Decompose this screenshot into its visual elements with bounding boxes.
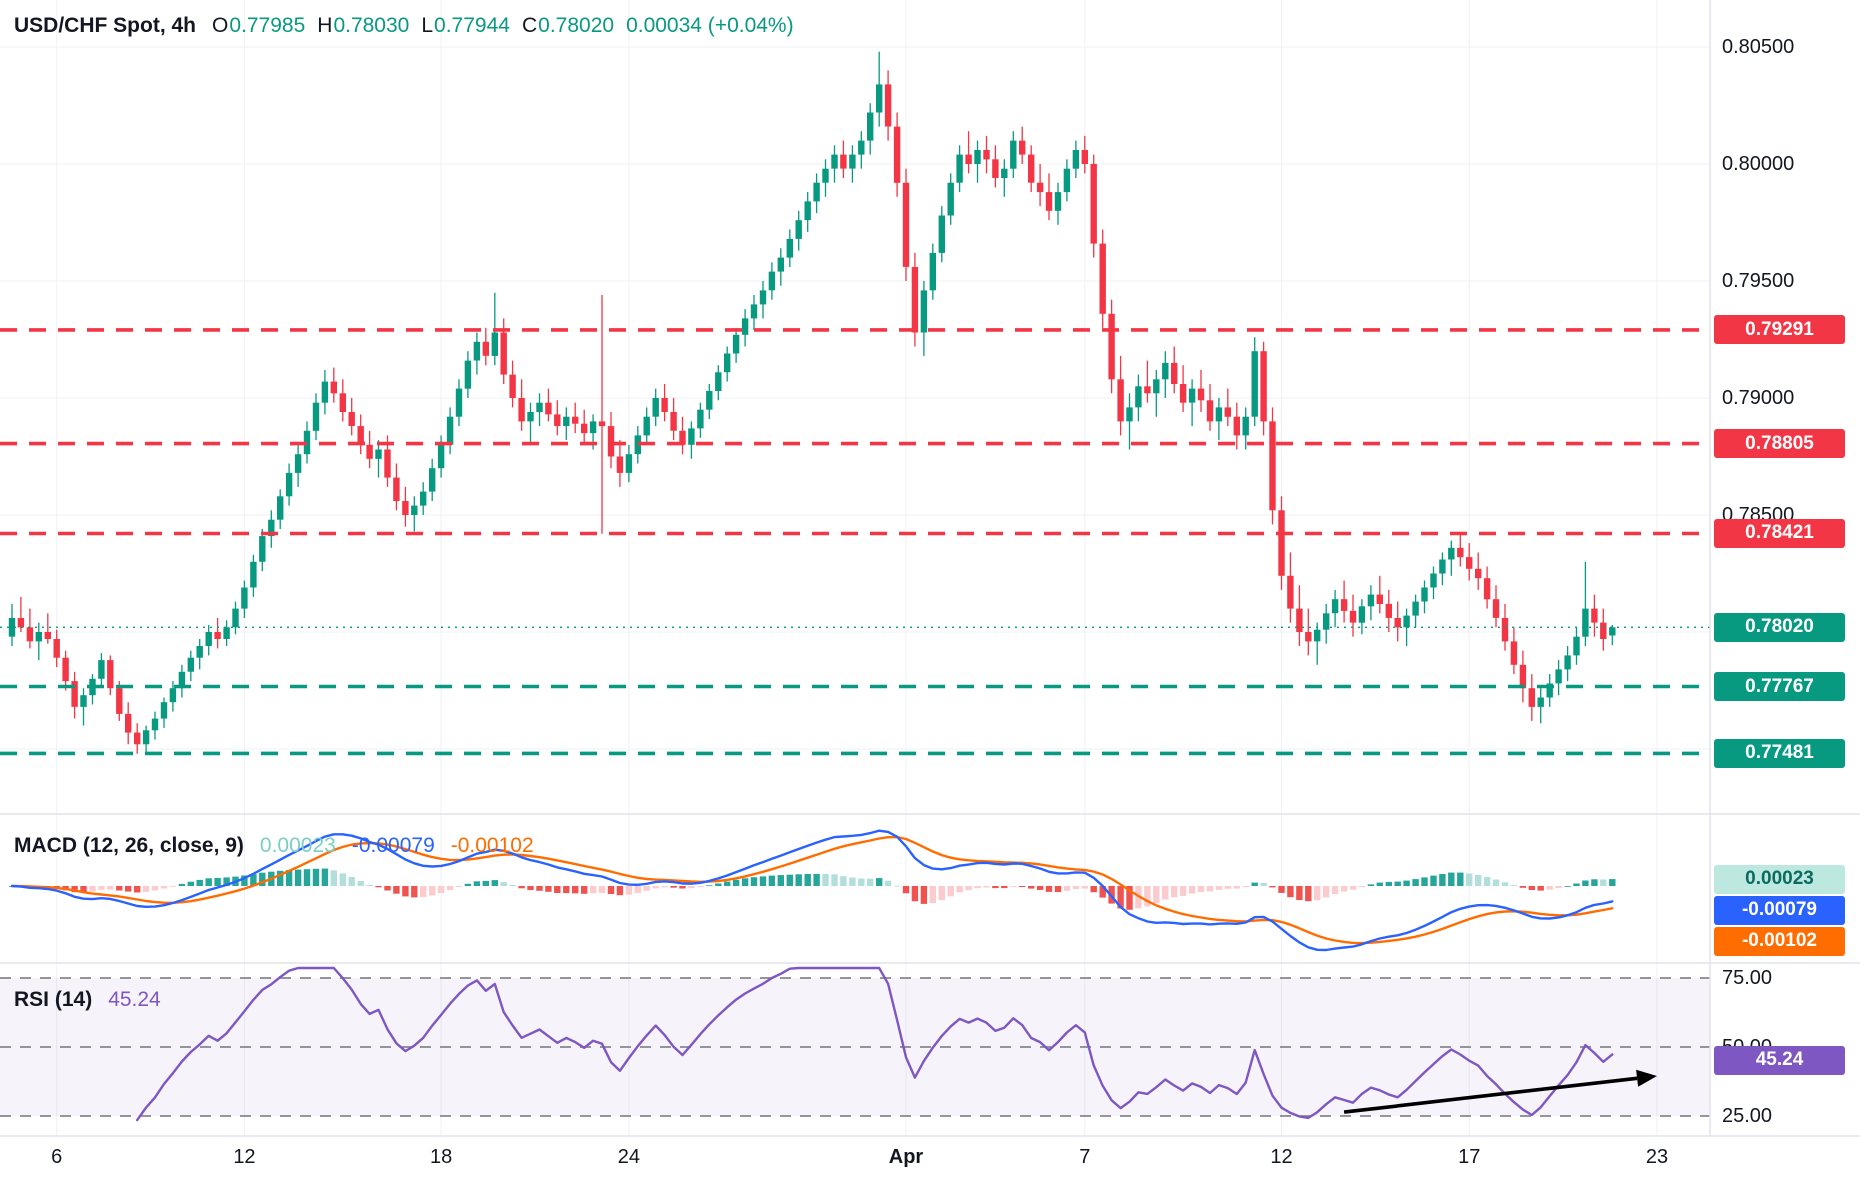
- macd-line-value: -0.00079: [351, 834, 435, 857]
- trend-arrow-annotation[interactable]: [1343, 1069, 1657, 1114]
- low-value: 0.77944: [434, 14, 510, 37]
- high-readout: H 0.78030: [317, 14, 409, 38]
- close-readout: C 0.78020: [522, 14, 614, 38]
- main-chart-legend: USD/CHF Spot, 4h O 0.77985 H 0.78030 L 0.77…: [14, 14, 794, 38]
- rsi-value: 45.24: [108, 988, 161, 1011]
- macd-legend: MACD (12, 26, close, 9) 0.00023 -0.00079…: [14, 834, 534, 858]
- low-label: L: [421, 14, 434, 37]
- resistance-lines[interactable]: [0, 328, 1710, 536]
- symbol-title[interactable]: USD/CHF Spot, 4h: [14, 14, 196, 37]
- macd-histogram-value: 0.00023: [259, 834, 336, 857]
- high-label: H: [317, 14, 333, 37]
- rsi-line: [136, 966, 1614, 1122]
- high-value: 0.78030: [333, 14, 410, 37]
- macd-title[interactable]: MACD (12, 26, close, 9): [14, 834, 244, 857]
- low-readout: L 0.77944: [421, 14, 510, 38]
- macd-signal-value: -0.00102: [450, 834, 534, 857]
- close-value: 0.78020: [538, 14, 615, 37]
- rsi-legend: RSI (14) 45.24: [14, 988, 161, 1012]
- rsi-title[interactable]: RSI (14): [14, 988, 93, 1011]
- open-readout: O 0.77985: [212, 14, 305, 38]
- ohlc-readout: O 0.77985 H 0.78030 L 0.77944 C 0.78020 0.00…: [212, 14, 794, 38]
- change-readout: 0.00034 (+0.04%): [626, 14, 794, 37]
- candlestick-series: [8, 51, 1616, 754]
- open-value: 0.77985: [229, 14, 306, 37]
- open-label: O: [212, 14, 229, 37]
- close-label: C: [521, 14, 538, 37]
- support-lines[interactable]: [0, 684, 1710, 756]
